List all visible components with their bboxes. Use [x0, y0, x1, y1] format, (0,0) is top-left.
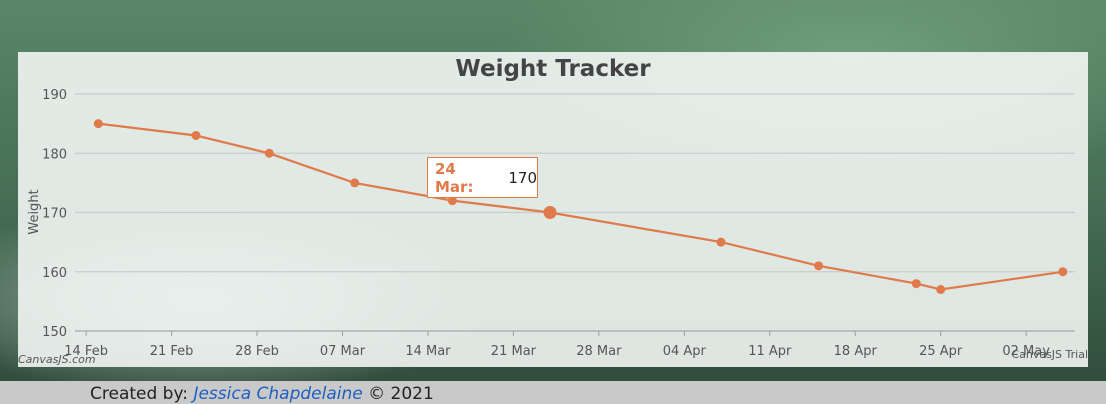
x-tick-label: 04 Apr [663, 344, 707, 359]
data-point [936, 285, 946, 295]
data-tooltip: 24 Mar: 170 [427, 157, 538, 198]
x-tick-label: 18 Apr [834, 344, 878, 359]
footer-bar [0, 381, 1106, 404]
x-tick-label: 28 Feb [235, 344, 279, 359]
data-point [191, 130, 201, 140]
data-point [814, 261, 824, 271]
y-tick-label: 160 [42, 266, 67, 281]
data-point [911, 279, 921, 289]
y-axis-label: Weight [27, 189, 42, 234]
data-point [264, 148, 274, 158]
footer-text: Created by: Jessica Chapdelaine © 2021 [90, 384, 434, 404]
data-point [716, 237, 726, 247]
x-tick-label: 21 Feb [150, 344, 194, 359]
y-tick-label: 150 [42, 325, 67, 340]
x-tick-label: 14 Feb [64, 344, 108, 359]
y-tick-label: 180 [42, 147, 67, 162]
x-tick-label: 21 Mar [491, 344, 537, 359]
data-point-highlighted [543, 206, 557, 219]
author-link[interactable]: Jessica Chapdelaine [193, 384, 363, 404]
chart-title: Weight Tracker [455, 56, 651, 82]
x-tick-label: 11 Apr [748, 344, 792, 359]
footer-copyright: © 2021 [368, 384, 434, 404]
data-point [93, 119, 103, 129]
x-tick-label: 02 May [1002, 344, 1050, 359]
x-tick-label: 14 Mar [405, 344, 451, 359]
tooltip-value: 170 [508, 168, 537, 187]
data-point [1058, 267, 1068, 277]
y-tick-label: 170 [42, 207, 67, 222]
footer-prefix: Created by: [90, 384, 189, 404]
data-point [350, 178, 360, 188]
canvasjs-credit-link[interactable]: CanvasJS.com [18, 353, 96, 366]
series-line-weight [98, 122, 1063, 291]
tooltip-label: 24 Mar: [435, 159, 474, 196]
y-tick-label: 190 [42, 88, 67, 103]
x-tick-label: 28 Mar [576, 344, 622, 359]
canvasjs-trial-credit[interactable]: CanvasJS Trial [1011, 348, 1088, 361]
data-point [447, 196, 457, 206]
x-tick-label: 07 Mar [320, 344, 366, 359]
x-tick-label: 25 Apr [919, 344, 963, 359]
